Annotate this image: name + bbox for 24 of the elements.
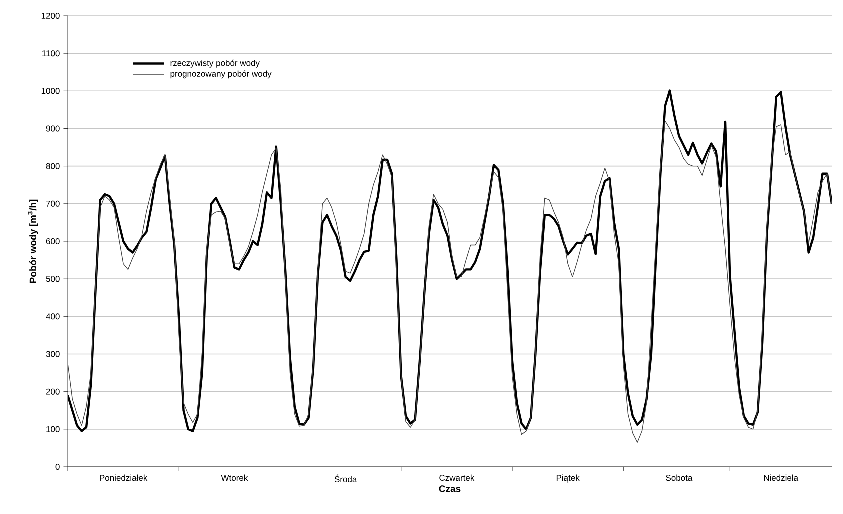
y-tick-label: 800 [46,163,60,170]
x-tick-label: Sobota [666,474,693,482]
x-axis-title: Czas [439,486,461,492]
y-tick-label: 1100 [42,50,60,57]
x-tick-label: Środa [334,474,358,482]
x-tick-label: Poniedziałek [100,474,148,482]
y-tick-label: 600 [46,238,60,244]
y-axis-title: Pobór wody [m$^{3}$/h] [28,200,38,284]
y-tick-label: 500 [46,276,60,282]
y-tick-label: 400 [46,314,60,320]
legend-label: rzeczywisty pobór wody [170,60,260,68]
x-tick-label: Czwartek [440,474,475,482]
y-tick-label: 900 [46,126,60,132]
y-tick-label: 0 [56,464,60,470]
legend-label: prognozowany pobór wody [170,70,272,79]
y-tick-label: 1000 [42,88,60,94]
y-tick-label: 300 [46,351,60,358]
y-tick-label: 700 [46,200,60,207]
x-tick-label: Niedziela [764,474,799,482]
y-tick-label: 200 [46,388,60,395]
x-tick-label: Piątek [556,474,580,483]
x-tick-label: Wtorek [221,474,248,482]
y-tick-label: 1200 [42,12,60,19]
y-tick-label: 100 [46,426,60,432]
